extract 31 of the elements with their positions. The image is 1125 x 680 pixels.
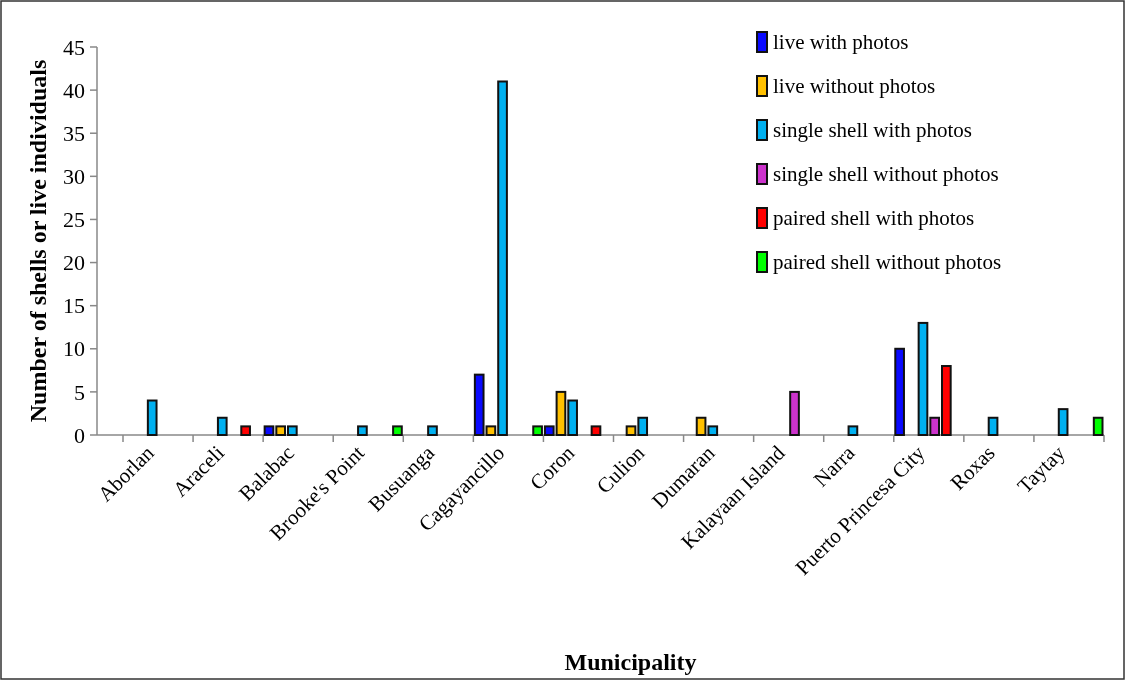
bar — [357, 425, 368, 436]
legend-label: single shell without photos — [773, 162, 999, 187]
bar — [392, 425, 403, 436]
y-tick-label: 25 — [63, 207, 85, 233]
legend-label: paired shell with photos — [773, 206, 975, 231]
legend-label: live with photos — [773, 30, 909, 55]
bar — [146, 399, 158, 436]
y-axis-title: Number of shells or live individuals — [25, 59, 51, 423]
bar — [847, 425, 859, 436]
bar — [1057, 408, 1069, 436]
y-tick-label: 10 — [63, 336, 85, 362]
y-tick-label: 5 — [74, 379, 85, 405]
y-tick-label: 15 — [63, 293, 85, 319]
x-axis-title: Municipality — [564, 649, 697, 675]
y-tick-label: 0 — [74, 422, 85, 448]
bar — [590, 425, 602, 436]
bar — [987, 416, 999, 436]
y-tick-label: 40 — [63, 77, 85, 103]
y-tick-label: 30 — [63, 164, 85, 190]
y-tick-label: 35 — [63, 120, 85, 146]
legend-label: live without photos — [773, 74, 936, 99]
y-tick-label: 45 — [63, 34, 85, 60]
bar — [1092, 416, 1104, 436]
bar — [427, 425, 438, 436]
bar — [240, 425, 251, 436]
y-tick-label: 20 — [63, 250, 85, 276]
bar — [216, 416, 228, 436]
legend-label: single shell with photos — [773, 118, 972, 143]
legend-label: paired shell without photos — [773, 250, 1002, 275]
bar — [894, 347, 905, 436]
bar — [789, 390, 800, 436]
